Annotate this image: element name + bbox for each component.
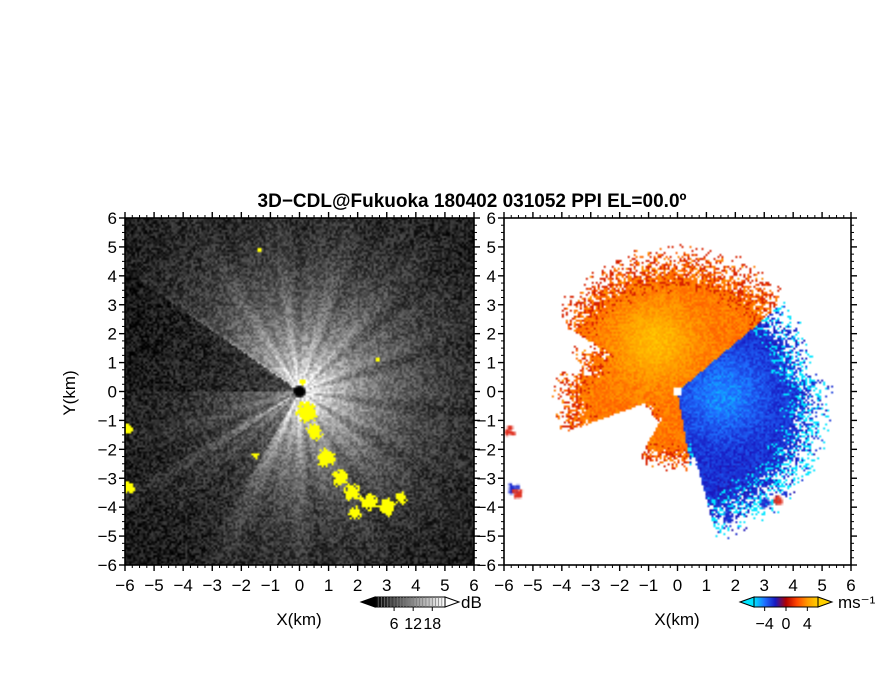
colorbar-tick-label: 18 bbox=[423, 616, 441, 633]
colorbar-low-arrow bbox=[359, 596, 376, 608]
x-tick-label: −3 bbox=[203, 576, 222, 595]
x-tick-label: 1 bbox=[324, 576, 333, 595]
x-tick-label: 5 bbox=[440, 576, 449, 595]
y-tick-label: 4 bbox=[108, 267, 117, 286]
y-tick-label: −3 bbox=[477, 469, 496, 488]
y-tick-label: 5 bbox=[108, 238, 117, 257]
right-x-axis-label: X(km) bbox=[654, 610, 699, 629]
y-tick-label: 3 bbox=[487, 296, 496, 315]
figure-title: 3D−CDL@Fukuoka 180402 031052 PPI EL=00.0… bbox=[258, 191, 687, 212]
y-tick-label: −2 bbox=[98, 440, 117, 459]
x-tick-label: −6 bbox=[494, 576, 513, 595]
x-tick-label: 3 bbox=[382, 576, 391, 595]
x-tick-label: 1 bbox=[702, 576, 711, 595]
x-tick-label: −5 bbox=[523, 576, 542, 595]
x-tick-label: −4 bbox=[552, 576, 571, 595]
x-tick-label: −2 bbox=[232, 576, 251, 595]
y-tick-label: 3 bbox=[108, 296, 117, 315]
y-tick-label: −1 bbox=[477, 411, 496, 430]
x-tick-label: 4 bbox=[788, 576, 797, 595]
y-tick-label: −4 bbox=[98, 498, 117, 517]
colorbar-tick-label: 12 bbox=[404, 616, 422, 633]
left-x-axis-label: X(km) bbox=[276, 610, 321, 629]
y-tick-label: 0 bbox=[108, 383, 117, 402]
y-tick-label: 6 bbox=[108, 209, 117, 228]
x-tick-label: 5 bbox=[817, 576, 826, 595]
x-tick-label: 4 bbox=[411, 576, 420, 595]
intensity-colorbar: 6 12 18 dB bbox=[359, 593, 482, 633]
y-tick-label: −5 bbox=[477, 527, 496, 546]
y-tick-label: −2 bbox=[477, 440, 496, 459]
x-tick-label: 2 bbox=[731, 576, 740, 595]
colorbar-high-arrow bbox=[444, 596, 461, 608]
y-tick-label: −6 bbox=[98, 556, 117, 575]
x-tick-label: 3 bbox=[760, 576, 769, 595]
y-tick-label: 1 bbox=[108, 354, 117, 373]
y-tick-label: −4 bbox=[477, 498, 496, 517]
x-tick-label: −2 bbox=[610, 576, 629, 595]
y-tick-label: 2 bbox=[108, 325, 117, 344]
x-tick-label: −3 bbox=[581, 576, 600, 595]
colorbar-tick-label: −4 bbox=[756, 616, 774, 633]
left-y-axis-label: Y(km) bbox=[60, 370, 79, 415]
colorbar-high-arrow bbox=[817, 596, 834, 608]
x-tick-label: 0 bbox=[295, 576, 304, 595]
colorbar-tick-label: 0 bbox=[782, 616, 791, 633]
x-tick-label: −5 bbox=[144, 576, 163, 595]
velocity-heatmap bbox=[504, 218, 851, 565]
y-tick-label: 0 bbox=[487, 383, 496, 402]
colorbar-tick-label: 4 bbox=[803, 616, 812, 633]
x-tick-label: 6 bbox=[846, 576, 855, 595]
y-tick-label: −1 bbox=[98, 411, 117, 430]
y-tick-label: 1 bbox=[487, 354, 496, 373]
y-tick-label: −5 bbox=[98, 527, 117, 546]
y-tick-label: 2 bbox=[487, 325, 496, 344]
velocity-colorbar: −4 0 4 ms⁻¹ bbox=[738, 593, 876, 633]
x-tick-label: 6 bbox=[469, 576, 478, 595]
colorbar-unit: ms⁻¹ bbox=[838, 593, 876, 612]
intensity-heatmap bbox=[125, 218, 474, 565]
colorbar-scale bbox=[753, 596, 819, 608]
y-tick-label: −3 bbox=[98, 469, 117, 488]
x-tick-label: −1 bbox=[639, 576, 658, 595]
y-tick-label: 4 bbox=[487, 267, 496, 286]
left-ticks: −6 −5 −4 −3 −2 −1 0 1 2 3 4 5 6 6 5 4 3 2 1 0 −1 −2 −3 −4 −5 −6 bbox=[98, 209, 480, 595]
x-tick-label: −4 bbox=[173, 576, 192, 595]
y-tick-label: 5 bbox=[487, 238, 496, 257]
x-tick-label: −1 bbox=[261, 576, 280, 595]
colorbar-tick-label: 6 bbox=[390, 616, 399, 633]
y-tick-label: −6 bbox=[477, 556, 496, 575]
colorbar-unit: dB bbox=[461, 593, 482, 612]
y-tick-label: 6 bbox=[487, 209, 496, 228]
x-tick-label: 0 bbox=[673, 576, 682, 595]
colorbar-low-arrow bbox=[738, 596, 755, 608]
x-tick-label: −6 bbox=[115, 576, 134, 595]
x-tick-label: 2 bbox=[353, 576, 362, 595]
